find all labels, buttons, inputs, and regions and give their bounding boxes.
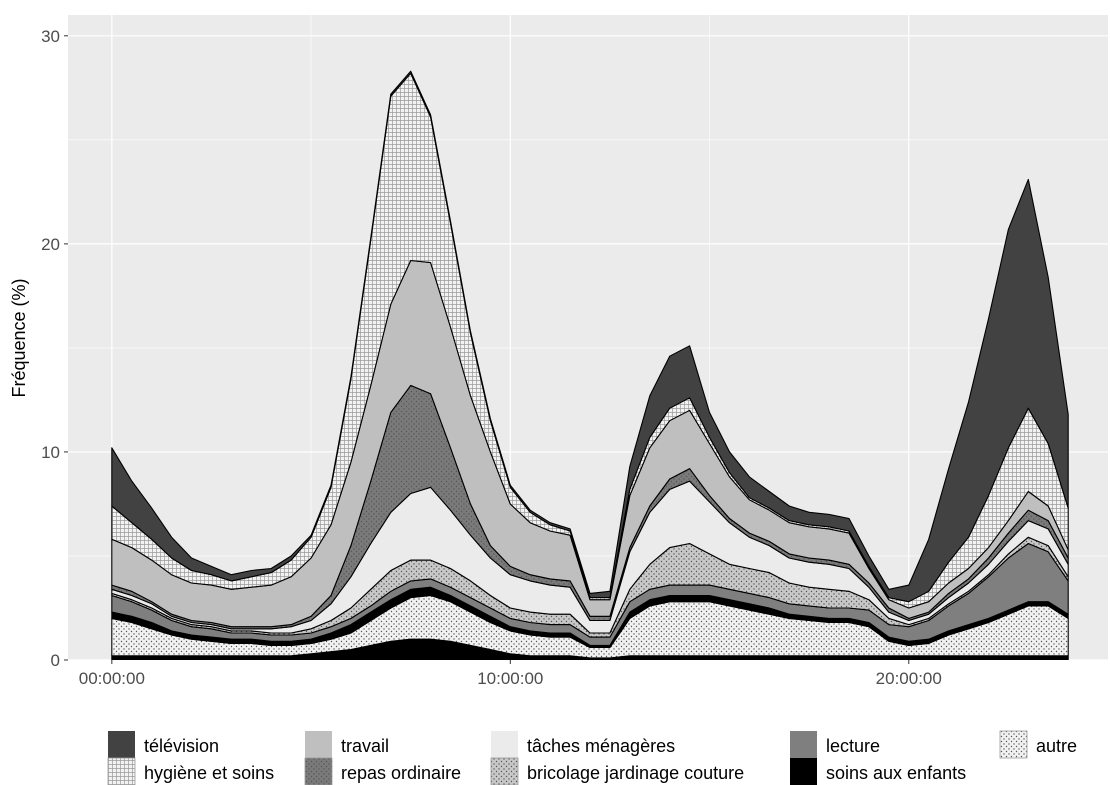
legend-key [305,731,332,758]
legend-key [491,731,518,758]
y-tick-label: 0 [51,651,60,670]
legend-key [107,757,136,785]
legend-item: hygiène et soins [107,757,274,785]
y-tick-label: 10 [41,443,60,462]
y-tick-label: 20 [41,235,60,254]
legend-key [490,757,519,785]
legend-key [790,731,817,758]
legend-label: bricolage jardinage couture [527,763,744,783]
legend-item: autre [999,730,1077,759]
x-tick-label: 10:00:00 [477,669,543,688]
y-axis-title: Fréquence (%) [9,278,29,397]
legend-label: hygiène et soins [144,763,274,783]
legend-label: autre [1036,736,1077,756]
legend-item: repas ordinaire [304,757,461,785]
legend-label: travail [341,736,389,756]
area-layers [111,70,1069,660]
x-tick-label: 20:00:00 [876,669,942,688]
axes: 0 10 20 30 00:00:00 10:00:00 20:00:00 [41,27,942,688]
legend: télévision travail tâches ménagères lecture… [107,730,1077,785]
legend-item: télévision [108,731,219,758]
legend-key [108,731,135,758]
legend-item: tâches ménagères [491,731,675,758]
legend-label: soins aux enfants [826,763,966,783]
legend-label: télévision [144,736,219,756]
y-tick-label: 30 [41,27,60,46]
legend-item: bricolage jardinage couture [490,757,744,785]
legend-key [304,757,333,785]
legend-label: lecture [826,736,880,756]
legend-item: soins aux enfants [790,758,966,785]
legend-key [790,758,817,785]
area-t-l-vision [111,70,1069,603]
legend-label: tâches ménagères [527,736,675,756]
x-tick-label: 00:00:00 [79,669,145,688]
legend-key [999,730,1028,759]
legend-label: repas ordinaire [341,763,461,783]
legend-item: lecture [790,731,880,758]
legend-item: travail [305,731,389,758]
